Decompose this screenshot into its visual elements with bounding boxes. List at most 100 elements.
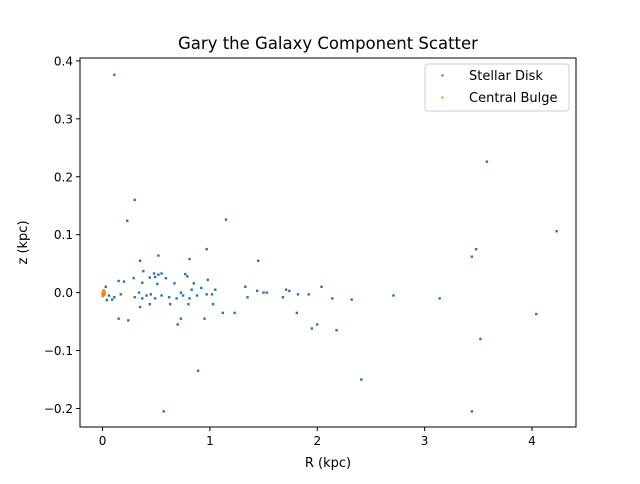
point-stellar-disk	[470, 410, 474, 413]
point-stellar-disk	[173, 282, 176, 285]
chart-title: Gary the Galaxy Component Scatter	[178, 34, 478, 53]
point-stellar-disk	[474, 247, 478, 251]
point-stellar-disk	[181, 294, 185, 297]
point-stellar-disk	[113, 296, 116, 299]
x-axis-ticks: 0 1 2 3 4	[99, 427, 536, 448]
plot-frame	[79, 57, 577, 428]
point-stellar-disk	[205, 293, 208, 296]
point-stellar-disk	[438, 297, 441, 300]
point-stellar-disk	[127, 319, 130, 322]
x-tick-label: 0	[99, 434, 107, 448]
point-central-bulge	[101, 294, 104, 298]
point-stellar-disk	[296, 293, 300, 296]
point-stellar-disk	[295, 311, 299, 315]
point-stellar-disk	[148, 276, 151, 279]
point-stellar-disk	[350, 298, 353, 301]
point-stellar-disk	[210, 293, 214, 296]
point-stellar-disk	[132, 276, 135, 280]
point-stellar-disk	[119, 293, 122, 296]
point-stellar-disk	[281, 296, 285, 299]
point-stellar-disk	[138, 305, 142, 309]
point-stellar-disk	[126, 219, 129, 222]
point-stellar-disk	[555, 230, 558, 233]
point-stellar-disk	[535, 312, 538, 316]
y-tick-label: −0.2	[44, 402, 73, 416]
y-tick-label: 0.2	[54, 170, 73, 184]
point-stellar-disk	[288, 289, 291, 293]
point-stellar-disk	[153, 275, 157, 279]
point-stellar-disk	[111, 298, 114, 301]
point-stellar-disk	[200, 286, 203, 290]
point-stellar-disk	[175, 297, 178, 300]
point-stellar-disk	[160, 272, 163, 275]
point-stellar-disk	[360, 378, 363, 381]
point-stellar-disk	[187, 302, 190, 306]
y-tick-label: 0.0	[54, 286, 73, 300]
y-tick-label: 0.1	[54, 228, 73, 242]
point-stellar-disk	[157, 254, 160, 257]
point-stellar-disk	[186, 275, 189, 278]
legend: Stellar Disk Central Bulge	[424, 63, 570, 112]
point-stellar-disk	[157, 273, 160, 276]
legend-marker-stellar-disk	[441, 74, 444, 77]
point-stellar-disk	[310, 327, 314, 330]
point-stellar-disk	[138, 259, 142, 262]
point-stellar-disk	[145, 294, 148, 297]
point-stellar-disk	[196, 369, 200, 373]
point-stellar-disk	[113, 73, 116, 76]
point-central-bulge	[102, 289, 105, 292]
x-axis-label: R (kpc)	[305, 456, 351, 471]
point-stellar-disk	[137, 291, 141, 294]
point-stellar-disk	[133, 198, 136, 202]
point-stellar-disk	[117, 317, 120, 320]
x-tick-label: 2	[313, 434, 321, 448]
point-stellar-disk	[179, 291, 183, 294]
point-stellar-disk	[203, 317, 206, 320]
point-stellar-disk	[265, 291, 269, 294]
x-tick-label: 4	[528, 434, 536, 448]
legend-frame	[424, 63, 570, 112]
y-tick-label: −0.1	[44, 344, 73, 358]
point-stellar-disk	[164, 276, 168, 280]
point-stellar-disk	[149, 293, 153, 296]
y-axis-label: z (kpc)	[16, 220, 31, 264]
y-tick-label: 0.4	[54, 54, 73, 68]
point-stellar-disk	[307, 293, 310, 296]
legend-label-stellar-disk: Stellar Disk	[469, 69, 543, 84]
point-stellar-disk	[142, 269, 145, 273]
point-stellar-disk	[205, 247, 208, 251]
point-stellar-disk	[168, 302, 172, 306]
point-stellar-disk	[284, 288, 288, 291]
point-stellar-disk	[122, 280, 126, 283]
point-stellar-disk	[190, 288, 193, 291]
points-layer	[101, 73, 558, 413]
point-stellar-disk	[392, 294, 395, 297]
point-stellar-disk	[246, 296, 249, 299]
point-stellar-disk	[107, 294, 111, 297]
point-stellar-disk	[156, 282, 159, 286]
point-stellar-disk	[192, 282, 195, 285]
point-stellar-disk	[105, 298, 109, 302]
point-stellar-disk	[211, 302, 215, 306]
point-stellar-disk	[233, 311, 236, 315]
point-central-bulge	[103, 290, 106, 294]
point-stellar-disk	[244, 285, 247, 289]
point-central-bulge	[103, 293, 106, 296]
point-stellar-disk	[257, 259, 260, 262]
point-stellar-disk	[188, 297, 191, 300]
point-stellar-disk	[335, 329, 338, 332]
point-stellar-disk	[152, 272, 156, 275]
legend-marker-central-bulge	[441, 96, 444, 99]
point-stellar-disk	[133, 296, 136, 299]
point-stellar-disk	[167, 296, 171, 299]
point-stellar-disk	[148, 302, 151, 306]
point-stellar-disk	[221, 311, 224, 315]
x-tick-label: 1	[206, 434, 214, 448]
point-stellar-disk	[184, 272, 187, 276]
point-stellar-disk	[316, 323, 319, 326]
y-tick-label: 0.3	[54, 112, 73, 126]
x-tick-label: 3	[421, 434, 429, 448]
point-stellar-disk	[160, 294, 163, 297]
